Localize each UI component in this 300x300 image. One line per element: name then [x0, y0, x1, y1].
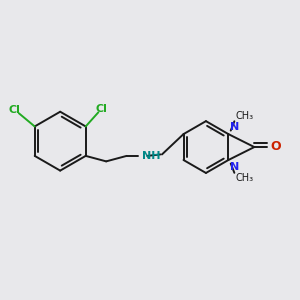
- Text: Cl: Cl: [96, 104, 108, 114]
- Text: O: O: [271, 140, 281, 153]
- Text: Cl: Cl: [9, 105, 21, 115]
- Text: CH₃: CH₃: [236, 111, 254, 121]
- Text: CH₃: CH₃: [236, 173, 254, 183]
- Text: N: N: [230, 162, 239, 172]
- Text: NH: NH: [142, 151, 161, 161]
- Text: N: N: [230, 122, 239, 132]
